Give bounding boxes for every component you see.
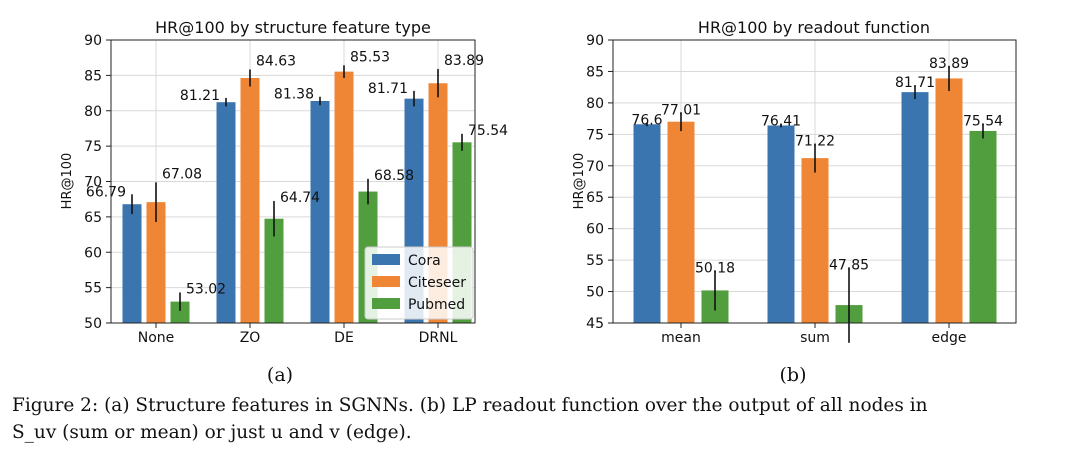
x-tick-label: DE bbox=[334, 330, 354, 346]
y-tick-label: 80 bbox=[84, 104, 102, 120]
data-label: 75.54 bbox=[963, 113, 1003, 129]
chart-b-y-axis-label: HR@100 bbox=[572, 153, 587, 210]
y-tick-label: 50 bbox=[84, 316, 102, 332]
bar-cora-de bbox=[310, 100, 330, 323]
chart-a-legend: Cora Citeseer Pubmed bbox=[364, 246, 474, 320]
y-tick-label: 85 bbox=[586, 64, 604, 80]
chart-panel-a: 66.79 67.08 53.02 81.21 84.63 64.74 81.38 85.53… bbox=[60, 18, 508, 386]
y-tick-label: 55 bbox=[586, 253, 604, 269]
data-label: 68.58 bbox=[374, 168, 414, 184]
bar-cora-sum bbox=[767, 125, 795, 323]
subfigure-label-a: (a) bbox=[267, 364, 293, 386]
chart-b-title: HR@100 by readout function bbox=[698, 18, 930, 37]
data-label: 77.01 bbox=[661, 102, 701, 118]
data-label: 83.89 bbox=[929, 56, 969, 72]
data-label: 81.38 bbox=[274, 87, 314, 103]
chart-b-x-ticks: mean sum edge bbox=[661, 323, 967, 346]
y-tick-label: 65 bbox=[84, 210, 102, 226]
chart-a-data-labels: 66.79 67.08 53.02 81.21 84.63 64.74 81.38 85.53… bbox=[86, 49, 508, 297]
subfigure-label-b: (b) bbox=[780, 364, 807, 386]
chart-panel-b: 76.677.01 50.18 76.41 71.22 47.85 81.71 83.89 7… bbox=[572, 18, 1017, 386]
data-label: 85.53 bbox=[350, 49, 390, 65]
legend-label-citeseer: Citeseer bbox=[408, 275, 466, 291]
bar-citeseer-edge bbox=[935, 78, 963, 323]
x-tick-label: mean bbox=[661, 330, 701, 346]
data-label: 81.71 bbox=[895, 75, 935, 91]
chart-a-y-axis-label: HR@100 bbox=[60, 153, 75, 210]
data-label: 81.71 bbox=[368, 81, 408, 97]
data-label: 75.54 bbox=[468, 123, 508, 139]
y-tick-label: 90 bbox=[586, 33, 604, 49]
chart-a-title: HR@100 by structure feature type bbox=[155, 18, 431, 37]
caption-line-1: Figure 2: (a) Structure features in SGNN… bbox=[12, 395, 928, 416]
y-tick-label: 55 bbox=[84, 281, 102, 297]
y-tick-label: 75 bbox=[586, 127, 604, 143]
chart-a-y-ticks: 50 55 60 65 70 75 80 85 90 bbox=[84, 33, 111, 332]
chart-b-bars bbox=[633, 65, 997, 343]
y-tick-label: 75 bbox=[84, 139, 102, 155]
legend-swatch-pubmed bbox=[372, 298, 400, 309]
bar-cora-edge bbox=[901, 92, 929, 323]
caption-line-2: S_uv (sum or mean) or just u and v (edge… bbox=[12, 422, 412, 443]
chart-b-y-ticks: 45 50 55 60 65 70 75 80 85 90 bbox=[586, 33, 613, 332]
legend-label-cora: Cora bbox=[408, 253, 441, 269]
chart-a-x-ticks: None ZO DE DRNL bbox=[138, 323, 458, 346]
y-tick-label: 90 bbox=[84, 33, 102, 49]
x-tick-label: sum bbox=[800, 330, 830, 346]
data-label: 76.41 bbox=[761, 114, 801, 130]
bar-pubmed-none bbox=[170, 301, 190, 323]
data-label: 83.89 bbox=[444, 53, 484, 69]
legend-label-pubmed: Pubmed bbox=[408, 297, 465, 313]
bar-pubmed-edge bbox=[969, 130, 997, 323]
legend-swatch-citeseer bbox=[372, 276, 400, 287]
data-label: 53.02 bbox=[186, 281, 226, 297]
y-tick-label: 80 bbox=[586, 96, 604, 112]
figure-caption: Figure 2: (a) Structure features in SGNN… bbox=[12, 392, 1072, 446]
bar-citeseer-mean bbox=[667, 121, 695, 324]
x-tick-label: edge bbox=[932, 330, 967, 346]
y-tick-label: 60 bbox=[586, 222, 604, 238]
data-label: 66.79 bbox=[86, 184, 126, 200]
data-label: 76.6 bbox=[631, 112, 662, 128]
x-tick-label: None bbox=[138, 330, 175, 346]
data-label: 67.08 bbox=[162, 166, 202, 182]
bar-cora-none bbox=[122, 204, 142, 323]
data-label: 64.74 bbox=[280, 190, 320, 206]
data-label: 71.22 bbox=[795, 134, 835, 150]
y-tick-label: 50 bbox=[586, 285, 604, 301]
bar-citeseer-zo bbox=[240, 77, 260, 323]
bar-cora-zo bbox=[216, 102, 236, 324]
bar-citeseer-de bbox=[334, 71, 354, 324]
bar-citeseer-none bbox=[146, 202, 166, 323]
y-tick-label: 85 bbox=[84, 68, 102, 84]
x-tick-label: DRNL bbox=[419, 330, 458, 346]
y-tick-label: 65 bbox=[586, 190, 604, 206]
data-label: 84.63 bbox=[256, 54, 296, 70]
y-tick-label: 60 bbox=[84, 245, 102, 261]
chart-b-data-labels: 76.677.01 50.18 76.41 71.22 47.85 81.71 83.89 7… bbox=[631, 56, 1003, 276]
x-tick-label: ZO bbox=[240, 330, 261, 346]
y-tick-label: 45 bbox=[586, 316, 604, 332]
data-label: 81.21 bbox=[180, 88, 220, 104]
bar-cora-mean bbox=[633, 124, 661, 323]
data-label: 47.85 bbox=[829, 257, 869, 273]
bar-citeseer-sum bbox=[801, 158, 829, 323]
legend-swatch-cora bbox=[372, 254, 400, 265]
data-label: 50.18 bbox=[695, 260, 735, 276]
y-tick-label: 70 bbox=[84, 175, 102, 191]
bar-pubmed-zo bbox=[264, 218, 284, 323]
y-tick-label: 70 bbox=[586, 159, 604, 175]
